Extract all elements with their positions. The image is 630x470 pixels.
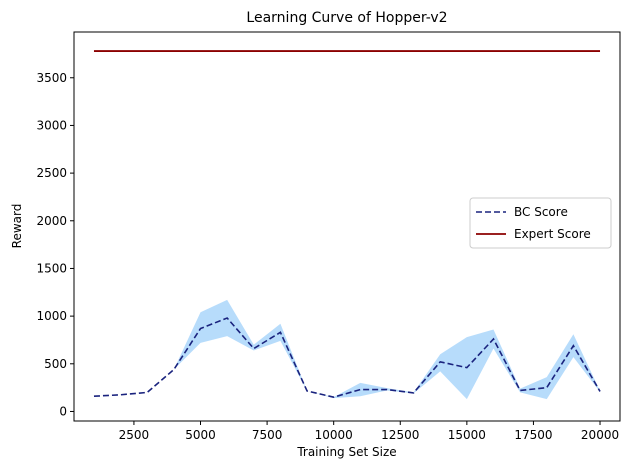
x-tick-label: 10000 xyxy=(315,428,353,442)
x-tick-label: 12500 xyxy=(381,428,419,442)
legend: BC Score Expert Score xyxy=(469,197,612,249)
x-tick-label: 2500 xyxy=(119,428,150,442)
y-tick-label: 1000 xyxy=(36,309,67,323)
x-tick-label: 7500 xyxy=(252,428,283,442)
y-tick-label: 0 xyxy=(59,404,67,418)
y-tick-label: 3000 xyxy=(36,118,67,132)
y-axis-title: Reward xyxy=(10,204,24,249)
bc-score-line xyxy=(93,317,601,398)
legend-box xyxy=(469,197,612,249)
y-tick-label: 500 xyxy=(44,357,67,371)
x-tick-label: 17500 xyxy=(514,428,552,442)
x-tick-label: 15000 xyxy=(448,428,486,442)
x-tick-label: 20000 xyxy=(581,428,619,442)
y-tick-label: 2500 xyxy=(36,166,67,180)
y-tick-label: 3500 xyxy=(36,71,67,85)
plot-layer xyxy=(93,50,601,400)
y-tick-label: 2000 xyxy=(36,214,67,228)
x-axis-title: Training Set Size xyxy=(296,445,396,459)
chart-title: Learning Curve of Hopper-v2 xyxy=(246,10,447,26)
legend-expert-label: Expert Score xyxy=(514,227,591,241)
legend-bc-label: BC Score xyxy=(514,205,568,219)
y-tick-label: 1500 xyxy=(36,261,67,275)
bc-score-band xyxy=(93,299,601,400)
plot-frame xyxy=(73,31,621,422)
axis-ticks: 2500 5000 7500 10000 12500 15000 17500 20000 0 50… xyxy=(36,71,619,442)
x-tick-label: 5000 xyxy=(185,428,216,442)
